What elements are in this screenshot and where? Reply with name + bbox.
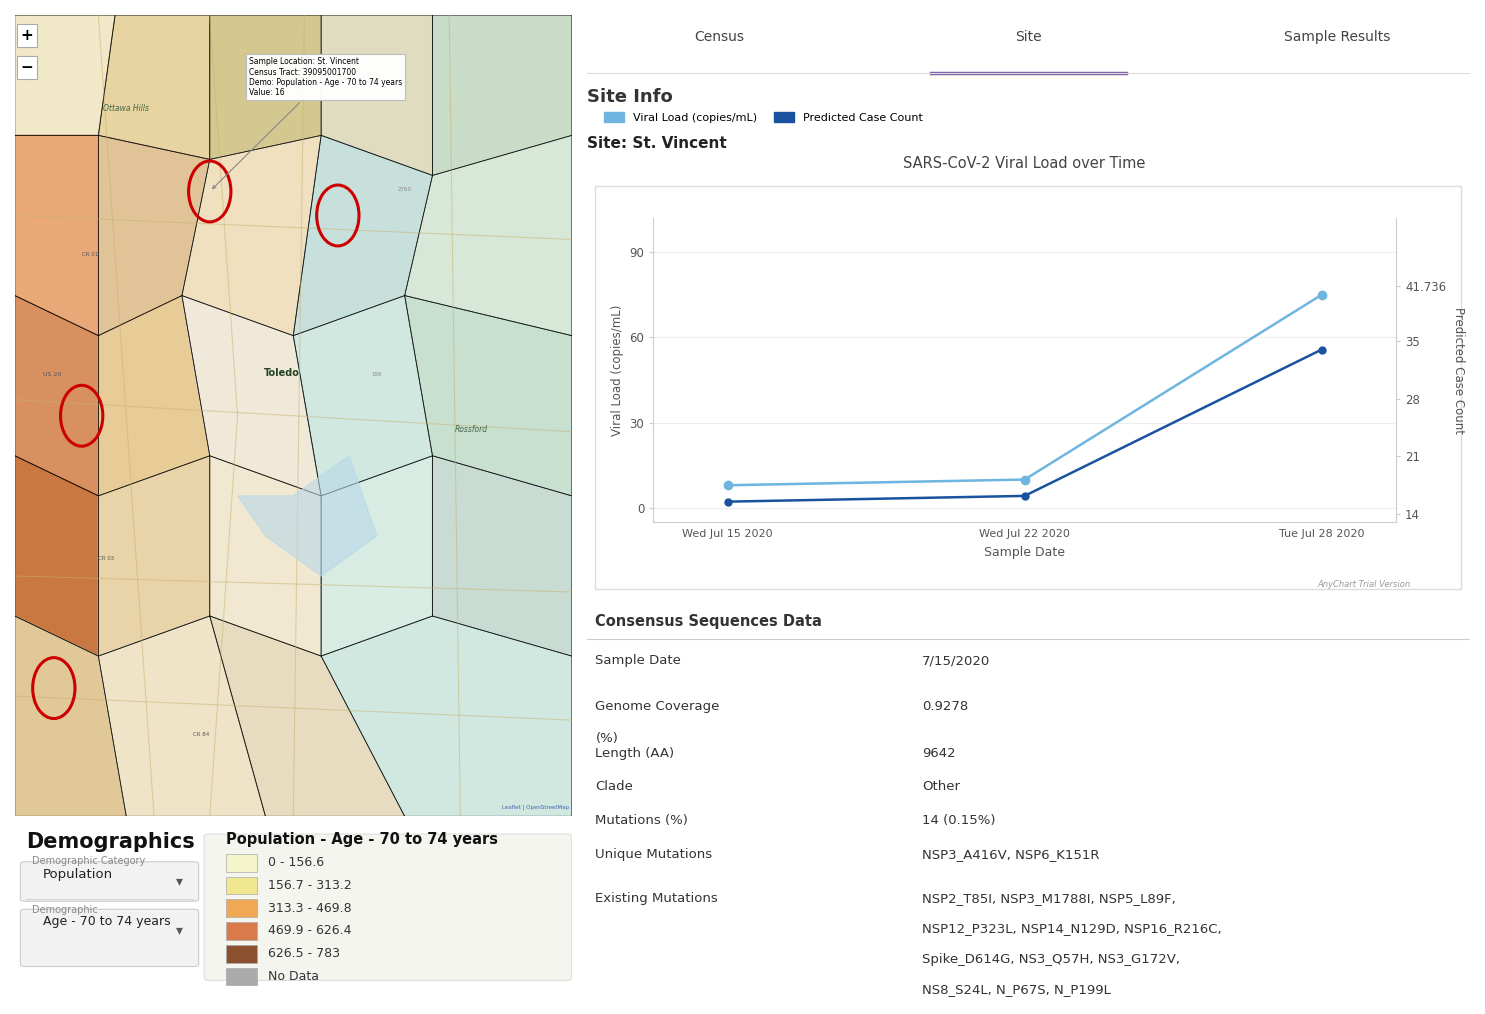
Text: Consensus Sequences Data: Consensus Sequences Data (595, 614, 823, 630)
Text: Ottawa Hills: Ottawa Hills (104, 104, 148, 114)
Polygon shape (98, 615, 266, 816)
Text: Population: Population (43, 868, 113, 881)
Polygon shape (294, 135, 432, 336)
Text: Other: Other (922, 781, 961, 793)
FancyBboxPatch shape (21, 862, 199, 901)
Text: Rossford: Rossford (454, 425, 489, 434)
Text: Age - 70 to 74 years: Age - 70 to 74 years (43, 915, 171, 928)
Polygon shape (209, 15, 321, 159)
Text: 469.9 - 626.4: 469.9 - 626.4 (269, 925, 352, 938)
Text: Genome Coverage: Genome Coverage (595, 701, 720, 714)
X-axis label: Sample Date: Sample Date (985, 547, 1065, 559)
Polygon shape (404, 295, 572, 496)
Text: Sample Date: Sample Date (595, 654, 682, 667)
Y-axis label: Predicted Case Count: Predicted Case Count (1452, 306, 1466, 434)
Text: 9642: 9642 (922, 746, 956, 759)
Text: NSP12_P323L, NSP14_N129D, NSP16_R216C,: NSP12_P323L, NSP14_N129D, NSP16_R216C, (922, 923, 1222, 935)
Text: Sample Location: St. Vincent
Census Tract: 39095001700
Demo: Population - Age - : Sample Location: St. Vincent Census Trac… (212, 57, 402, 189)
Title: SARS-CoV-2 Viral Load over Time: SARS-CoV-2 Viral Load over Time (903, 156, 1146, 171)
Text: 0 - 156.6: 0 - 156.6 (269, 856, 324, 869)
FancyBboxPatch shape (21, 910, 199, 966)
Text: 14 (0.15%): 14 (0.15%) (922, 814, 996, 827)
Text: Census: Census (693, 29, 744, 44)
Legend: Viral Load (copies/mL), Predicted Case Count: Viral Load (copies/mL), Predicted Case C… (600, 107, 927, 128)
Text: 199: 199 (371, 372, 382, 376)
Text: Site: St. Vincent: Site: St. Vincent (587, 136, 726, 151)
Text: ▾: ▾ (177, 875, 183, 888)
Polygon shape (15, 295, 98, 496)
Polygon shape (98, 455, 209, 656)
Polygon shape (15, 135, 98, 336)
Bar (226, 899, 257, 917)
Polygon shape (15, 615, 126, 816)
Polygon shape (15, 15, 116, 135)
Text: 2760: 2760 (398, 188, 411, 193)
Text: CR 03: CR 03 (98, 556, 114, 561)
Text: Spike_D614G, NS3_Q57H, NS3_G172V,: Spike_D614G, NS3_Q57H, NS3_G172V, (922, 952, 1181, 965)
Polygon shape (209, 615, 404, 816)
Polygon shape (321, 15, 432, 175)
Bar (226, 876, 257, 894)
Text: AnyChart Trial Version: AnyChart Trial Version (1317, 580, 1411, 589)
Text: Demographic: Demographic (31, 906, 98, 916)
FancyBboxPatch shape (205, 835, 572, 981)
Text: Population - Age - 70 to 74 years: Population - Age - 70 to 74 years (226, 832, 499, 847)
Polygon shape (432, 455, 572, 656)
Text: Existing Mutations: Existing Mutations (595, 892, 719, 904)
Polygon shape (432, 15, 572, 175)
Text: 0.9278: 0.9278 (922, 701, 968, 714)
Text: 626.5 - 783: 626.5 - 783 (269, 947, 340, 960)
Text: Toledo: Toledo (264, 368, 300, 377)
Polygon shape (294, 295, 432, 496)
Text: Site Info: Site Info (587, 88, 673, 105)
Text: 313.3 - 469.8: 313.3 - 469.8 (269, 901, 352, 915)
Text: Demographic Category: Demographic Category (31, 856, 146, 866)
FancyBboxPatch shape (595, 186, 1461, 589)
Polygon shape (238, 455, 377, 576)
Text: NSP2_T85I, NSP3_M1788I, NSP5_L89F,: NSP2_T85I, NSP3_M1788I, NSP5_L89F, (922, 892, 1176, 904)
Text: Length (AA): Length (AA) (595, 746, 674, 759)
Text: ▾: ▾ (177, 923, 183, 937)
Text: Demographics: Demographics (27, 832, 195, 852)
Polygon shape (321, 615, 572, 816)
Text: 7/15/2020: 7/15/2020 (922, 654, 990, 667)
Polygon shape (15, 455, 98, 656)
Text: Sample Results: Sample Results (1285, 29, 1391, 44)
Text: Leaflet | OpenStreetMap: Leaflet | OpenStreetMap (502, 804, 569, 810)
Bar (226, 945, 257, 962)
Text: Site: Site (1016, 29, 1041, 44)
Text: 156.7 - 313.2: 156.7 - 313.2 (269, 879, 352, 892)
Text: Mutations (%): Mutations (%) (595, 814, 688, 827)
Bar (226, 854, 257, 872)
Text: CR 01: CR 01 (82, 251, 98, 257)
Polygon shape (404, 135, 572, 336)
Text: CR 84: CR 84 (193, 732, 209, 737)
Polygon shape (98, 135, 209, 336)
Text: No Data: No Data (269, 970, 319, 983)
Text: 2938: 2938 (331, 75, 345, 80)
Text: (%): (%) (595, 732, 618, 745)
Text: NS8_S24L, N_P67S, N_P199L: NS8_S24L, N_P67S, N_P199L (922, 983, 1111, 996)
Text: Unique Mutations: Unique Mutations (595, 848, 713, 861)
Text: US 20: US 20 (43, 372, 61, 376)
Polygon shape (321, 455, 432, 656)
Text: NSP3_A416V, NSP6_K151R: NSP3_A416V, NSP6_K151R (922, 848, 1100, 861)
Y-axis label: Viral Load (copies/mL): Viral Load (copies/mL) (610, 304, 624, 436)
Polygon shape (98, 15, 209, 159)
Polygon shape (181, 295, 321, 496)
Text: −: − (21, 60, 34, 75)
Bar (226, 967, 257, 986)
Bar (226, 922, 257, 940)
Polygon shape (181, 135, 321, 336)
Text: +: + (21, 27, 34, 43)
Polygon shape (209, 455, 321, 656)
Polygon shape (98, 295, 209, 496)
Text: Clade: Clade (595, 781, 633, 793)
